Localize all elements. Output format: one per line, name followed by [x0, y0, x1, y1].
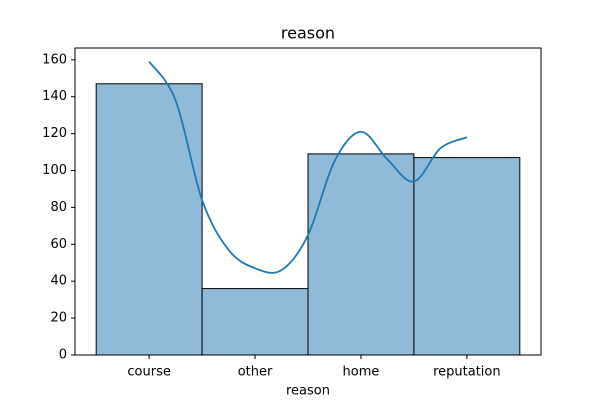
chart-title: reason: [281, 24, 335, 43]
x-axis-label: reason: [286, 384, 330, 399]
x-tick-label: reputation: [433, 365, 501, 380]
y-tick-label: 60: [50, 237, 67, 252]
y-tick-label: 20: [50, 311, 67, 326]
y-tick-label: 40: [50, 274, 67, 289]
x-tick-label: home: [343, 365, 380, 380]
y-tick-label: 0: [59, 348, 67, 363]
x-tick-label: course: [127, 365, 170, 380]
y-tick-label: 120: [42, 126, 67, 141]
y-tick-label: 100: [42, 163, 67, 178]
bar: [307, 153, 415, 356]
kde-line: [148, 61, 468, 274]
y-tick-label: 140: [42, 89, 67, 104]
plot-frame: [74, 47, 542, 356]
bar: [413, 157, 521, 356]
y-tick-label: 160: [42, 52, 67, 67]
bar: [95, 83, 203, 356]
bar: [201, 288, 309, 356]
x-tick-label: other: [238, 365, 273, 380]
y-tick-label: 80: [50, 200, 67, 215]
